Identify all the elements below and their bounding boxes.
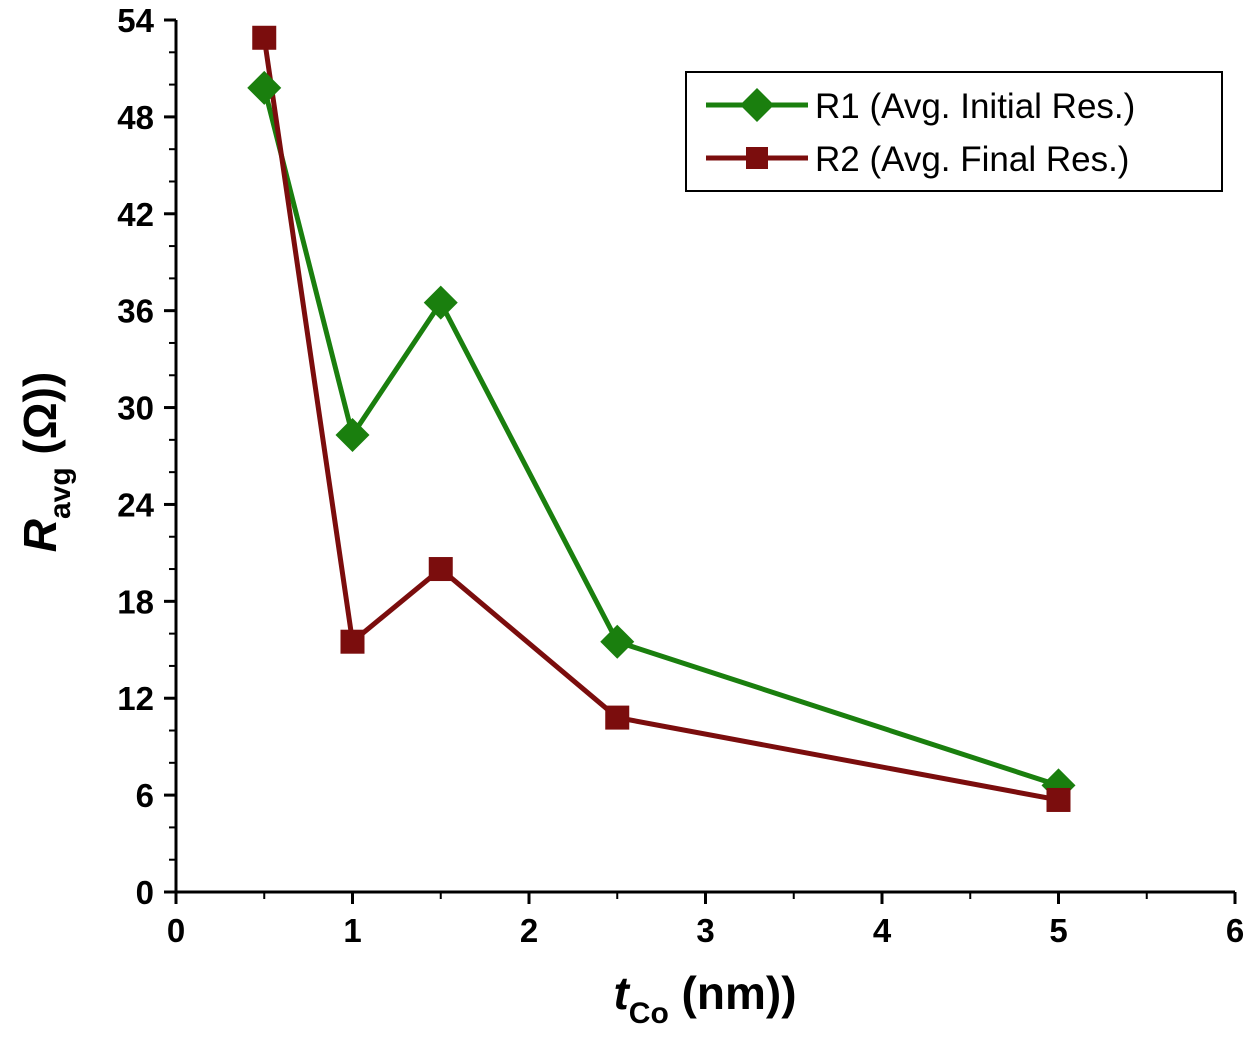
- x-axis-title-italic: t: [613, 967, 630, 1019]
- series-line-1: [261, 87, 1060, 788]
- legend: R1 (Avg. Initial Res.) R2 (Avg. Final Re…: [685, 71, 1223, 192]
- data-point-r1: [423, 285, 458, 320]
- legend-label-r2: R2 (Avg. Final Res.): [815, 140, 1129, 179]
- legend-marker-diamond: [740, 88, 774, 122]
- x-axis-title-rest: (nm)): [669, 967, 797, 1019]
- y-tick-label: 48: [117, 99, 154, 136]
- data-point-r2: [252, 25, 277, 50]
- y-tick-label: 36: [117, 293, 154, 330]
- y-axis-title: Ravg (Ω)): [14, 372, 77, 553]
- y-axis-title-subscript: avg: [44, 467, 77, 519]
- y-tick-label: 30: [117, 390, 154, 427]
- y-tick-label: 42: [117, 196, 154, 233]
- data-point-r1: [247, 70, 282, 105]
- series-layer: [247, 25, 1076, 812]
- x-tick-label: 1: [343, 912, 361, 949]
- y-tick-label: 0: [136, 874, 154, 911]
- legend-box: [685, 71, 1223, 192]
- legend-label-r1: R1 (Avg. Initial Res.): [815, 87, 1135, 126]
- data-point-r2: [605, 705, 630, 730]
- x-tick-label: 4: [873, 912, 892, 949]
- y-tick-label: 6: [136, 777, 154, 814]
- x-axis-title: tCo (nm)): [613, 967, 796, 1030]
- data-point-r2: [1046, 787, 1071, 812]
- x-tick-label: 2: [520, 912, 538, 949]
- data-point-r2: [428, 557, 453, 582]
- data-point-r2: [340, 629, 365, 654]
- x-axis-title-subscript: Co: [629, 997, 669, 1030]
- y-tick-label: 12: [117, 680, 154, 717]
- x-tick-label: 0: [167, 912, 185, 949]
- x-tick-label: 3: [696, 912, 714, 949]
- x-tick-label: 6: [1226, 912, 1244, 949]
- y-axis-title-rest: (Ω)): [14, 372, 66, 468]
- y-tick-label: 18: [117, 583, 154, 620]
- y-tick-label: 24: [117, 486, 154, 523]
- y-tick-label: 54: [117, 2, 154, 39]
- y-axis-title-italic: R: [14, 519, 66, 552]
- data-point-r1: [335, 418, 370, 453]
- x-tick-label: 5: [1049, 912, 1067, 949]
- legend-marker-square: [746, 147, 768, 169]
- data-point-r1: [600, 624, 635, 659]
